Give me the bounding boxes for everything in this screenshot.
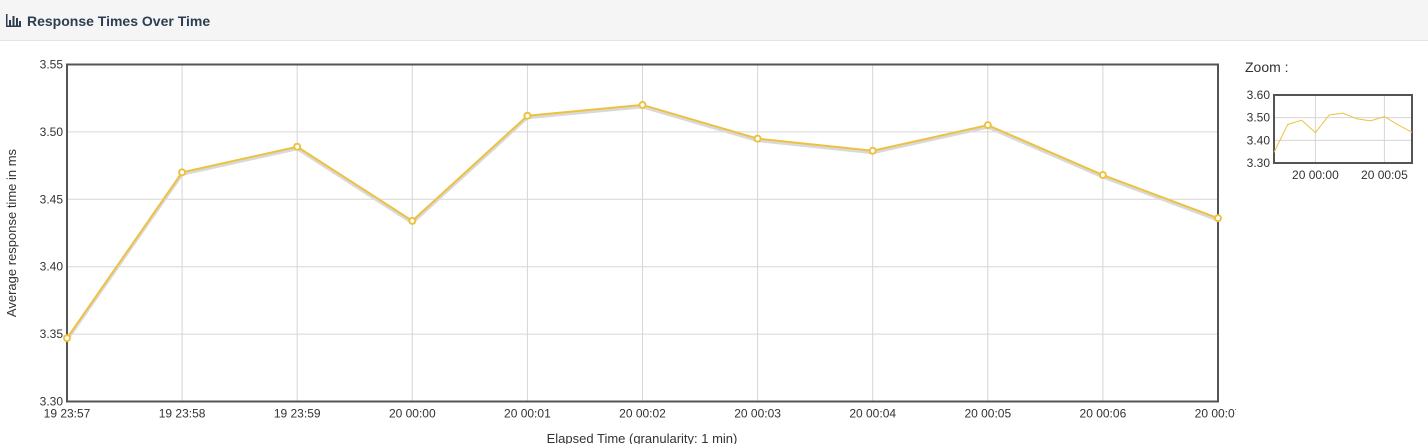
zoom-y-tick-label: 3.60: [1247, 88, 1271, 102]
data-point[interactable]: [1214, 214, 1222, 223]
x-tick-label: 20 00:04: [849, 407, 896, 421]
zoom-label: Zoom :: [1245, 59, 1289, 75]
plot-border: [66, 63, 1219, 403]
y-axis-label: Average response time in ms: [4, 148, 19, 317]
zoom-series-line: [1273, 112, 1413, 153]
y-axis-ticks: 3.30 3.35 3.40 3.45 3.50 3.55: [40, 58, 64, 409]
grid-lines: [66, 64, 1219, 402]
x-tick-label: 19 23:57: [44, 407, 91, 421]
x-tick-label: 19 23:58: [159, 407, 206, 421]
zoom-x-ticks: 20 00:00 20 00:05: [1292, 168, 1408, 182]
data-point[interactable]: [638, 100, 647, 109]
x-tick-label: 20 00:05: [964, 407, 1011, 421]
y-tick-label: 3.45: [40, 192, 64, 206]
y-tick-label: 3.55: [40, 58, 64, 72]
data-point[interactable]: [178, 168, 187, 177]
bar-chart-icon: [6, 14, 21, 27]
zoom-series: [1273, 112, 1413, 153]
zoom-plot-border: [1273, 94, 1413, 164]
data-point[interactable]: [868, 146, 877, 155]
panel-title: Response Times Over Time: [27, 13, 211, 29]
data-point[interactable]: [753, 134, 762, 143]
x-tick-label: 20 00:00: [389, 407, 436, 421]
x-tick-label: 20 00:02: [619, 407, 666, 421]
y-tick-label: 3.50: [40, 125, 64, 139]
data-point[interactable]: [63, 334, 71, 343]
zoom-overview-chart[interactable]: 3.30 3.40 3.50 3.60 20 00:00 20 00:05: [1236, 55, 1426, 195]
data-point[interactable]: [983, 121, 992, 130]
zoom-y-tick-label: 3.30: [1247, 156, 1271, 170]
y-tick-label: 3.35: [40, 327, 64, 341]
data-point[interactable]: [408, 216, 417, 225]
data-point[interactable]: [523, 111, 532, 120]
zoom-y-tick-label: 3.40: [1247, 133, 1271, 147]
x-axis-ticks: 19 23:57 19 23:58 19 23:59 20 00:00 20 00:01…: [44, 407, 1236, 421]
x-tick-label: 20 00:07: [1195, 407, 1236, 421]
response-times-chart[interactable]: 3.303.353.403.453.503.55 19 23:57 19 23:5…: [0, 41, 1236, 444]
y-tick-label: 3.30: [40, 395, 64, 409]
x-axis-label: Elapsed Time (granularity: 1 min): [547, 431, 738, 444]
zoom-x-tick-label: 20 00:00: [1292, 168, 1339, 182]
data-point[interactable]: [293, 142, 302, 151]
x-tick-label: 20 00:06: [1080, 407, 1127, 421]
x-tick-label: 20 00:03: [734, 407, 781, 421]
series-layer[interactable]: [63, 100, 1222, 343]
data-point[interactable]: [1098, 171, 1107, 180]
x-tick-label: 19 23:59: [274, 407, 321, 421]
zoom-x-tick-label: 20 00:05: [1361, 168, 1408, 182]
zoom-y-tick-label: 3.50: [1247, 111, 1271, 125]
y-tick-label: 3.40: [40, 260, 64, 274]
x-tick-label: 20 00:01: [504, 407, 551, 421]
panel-header: Response Times Over Time: [0, 0, 1428, 41]
zoom-y-ticks: 3.30 3.40 3.50 3.60: [1247, 88, 1271, 170]
zoom-grid: [1274, 94, 1412, 164]
